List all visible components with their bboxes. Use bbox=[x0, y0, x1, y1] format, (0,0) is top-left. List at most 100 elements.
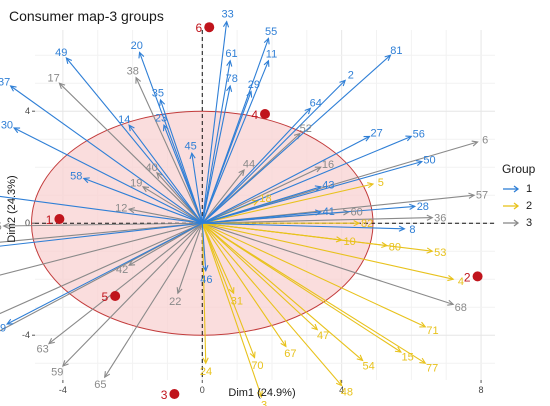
vector-label-48: 48 bbox=[341, 387, 353, 399]
vector-arrowhead bbox=[12, 127, 21, 134]
vector-arrowhead bbox=[426, 247, 434, 254]
y-tick-label: 0 bbox=[25, 218, 30, 228]
vector-label-40: 40 bbox=[145, 162, 157, 174]
vector-label-49: 49 bbox=[55, 47, 67, 59]
vector-shaft bbox=[83, 177, 203, 224]
vector-arrowhead bbox=[256, 390, 263, 398]
x-axis-label: Dim1 (24.9%) bbox=[228, 387, 295, 399]
label-layer: 6573652164460173819401225321342225169635… bbox=[0, 9, 488, 406]
vector-arrowhead bbox=[339, 79, 347, 87]
vector-shaft bbox=[202, 205, 415, 224]
vector-label-46: 46 bbox=[200, 274, 212, 286]
vector-shaft bbox=[128, 208, 203, 224]
vector-shaft bbox=[202, 222, 405, 230]
vector-shaft bbox=[128, 124, 203, 224]
vector-label-78: 78 bbox=[226, 73, 238, 85]
vector-label-14: 14 bbox=[118, 114, 130, 126]
y-tick-label: -4 bbox=[22, 330, 30, 340]
vector-shaft bbox=[0, 222, 203, 243]
vector-label-16: 16 bbox=[322, 159, 334, 171]
vector-shaft bbox=[202, 222, 426, 328]
vector-label-41: 41 bbox=[323, 206, 335, 218]
vector-label-25: 25 bbox=[0, 221, 2, 233]
vector-arrowhead bbox=[311, 323, 319, 331]
x-tick-label: 4 bbox=[339, 385, 344, 395]
vector-arrow-20 bbox=[138, 51, 203, 224]
vector-shaft bbox=[201, 222, 363, 361]
vector-shaft bbox=[201, 222, 343, 386]
vector-arrow-82 bbox=[202, 220, 361, 227]
vector-label-47: 47 bbox=[317, 330, 329, 342]
vector-arrow-78 bbox=[201, 84, 233, 224]
legend-title: Group bbox=[502, 162, 536, 176]
vector-shaft bbox=[201, 108, 311, 224]
vector-arrow-4 bbox=[202, 222, 455, 282]
vector-arrowhead bbox=[468, 192, 476, 199]
vector-shaft bbox=[201, 60, 269, 224]
vector-arrow-27 bbox=[202, 135, 371, 224]
vector-label-67: 67 bbox=[284, 348, 296, 360]
vector-shaft bbox=[135, 77, 203, 224]
vector-arrow-44 bbox=[201, 169, 245, 224]
vector-arrow-32 bbox=[0, 222, 203, 243]
vector-arrow-19 bbox=[141, 186, 203, 224]
vector-arrowhead bbox=[263, 37, 270, 45]
vector-shaft bbox=[202, 217, 433, 224]
vector-arrow-5 bbox=[202, 182, 375, 224]
vector-arrowhead bbox=[398, 225, 406, 232]
individual-label-3: 3 bbox=[161, 388, 168, 402]
vector-label-79: 79 bbox=[0, 323, 6, 335]
vector-label-28: 28 bbox=[417, 201, 429, 213]
vector-shaft bbox=[142, 186, 203, 224]
vector-arrow-15 bbox=[201, 222, 402, 353]
vector-arrowhead bbox=[419, 357, 427, 364]
vector-label-43: 43 bbox=[322, 179, 334, 191]
vector-label-17: 17 bbox=[48, 73, 60, 85]
vector-arrow-16 bbox=[202, 166, 322, 224]
vector-arrowhead bbox=[353, 220, 361, 227]
vector-arrowhead bbox=[228, 287, 235, 295]
vector-shaft bbox=[202, 186, 321, 224]
vector-label-38: 38 bbox=[127, 65, 139, 77]
vector-label-80: 80 bbox=[389, 242, 401, 254]
point-layer bbox=[54, 22, 483, 399]
vector-shaft bbox=[201, 223, 263, 397]
vector-arrowhead bbox=[135, 76, 142, 84]
y-axis-label: Dim2 (24.3%) bbox=[6, 175, 18, 242]
vector-label-45: 45 bbox=[185, 140, 197, 152]
vector-shaft bbox=[201, 223, 256, 358]
individual-point-6 bbox=[204, 22, 215, 33]
vector-arrowhead bbox=[263, 59, 270, 67]
vector-label-29: 29 bbox=[248, 79, 260, 91]
vector-arrowhead bbox=[138, 51, 145, 59]
vector-shaft bbox=[202, 183, 374, 224]
vector-arrowhead bbox=[104, 371, 111, 379]
vector-arrowhead bbox=[249, 351, 256, 359]
vector-arrowhead bbox=[246, 90, 253, 98]
vector-arrowhead bbox=[9, 85, 17, 92]
vector-label-19: 19 bbox=[130, 178, 142, 190]
vector-arrowhead bbox=[65, 57, 73, 64]
vector-arrow-31 bbox=[201, 222, 235, 295]
vector-shaft bbox=[139, 52, 203, 224]
legend-entry-2: 2 bbox=[502, 197, 535, 214]
vector-label-82: 82 bbox=[361, 218, 373, 230]
legend-entry-1: 1 bbox=[502, 180, 535, 197]
vector-shaft bbox=[201, 222, 235, 294]
vector-arrowhead bbox=[47, 337, 55, 345]
vector-shaft bbox=[201, 85, 231, 224]
vector-shaft bbox=[65, 57, 203, 224]
legend: Group 1 2 3 bbox=[502, 162, 535, 231]
vector-shaft bbox=[202, 166, 321, 224]
vector-arrowhead bbox=[304, 107, 312, 115]
vector-label-50: 50 bbox=[423, 154, 435, 166]
vector-label-52: 52 bbox=[300, 123, 312, 135]
vector-shaft bbox=[13, 127, 203, 224]
vector-arrow-71 bbox=[202, 222, 427, 328]
vector-arrow-45 bbox=[189, 151, 203, 224]
vector-arrowhead bbox=[226, 59, 233, 67]
vector-arrowhead bbox=[252, 199, 260, 206]
vector-label-37: 37 bbox=[0, 76, 10, 88]
vector-arrow-47 bbox=[201, 222, 319, 331]
legend-key-3 bbox=[503, 218, 520, 227]
